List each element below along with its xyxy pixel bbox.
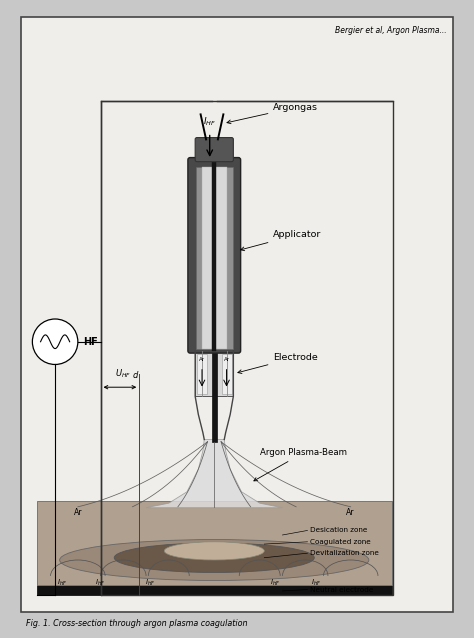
- Text: Neutral electrode: Neutral electrode: [310, 586, 373, 593]
- Ellipse shape: [164, 542, 264, 560]
- Text: Argongas: Argongas: [227, 103, 319, 124]
- Text: $I_{HF}$: $I_{HF}$: [95, 577, 106, 588]
- Bar: [212, 338, 217, 441]
- Text: $I_{HF}$: $I_{HF}$: [146, 577, 156, 588]
- Text: Ar: Ar: [224, 357, 229, 362]
- Text: $I_{HF}$: $I_{HF}$: [311, 577, 322, 588]
- Bar: [196, 167, 233, 348]
- Bar: [100, 101, 392, 595]
- Text: Argon Plasma-Beam: Argon Plasma-Beam: [254, 449, 347, 481]
- Text: Desication zone: Desication zone: [310, 528, 367, 533]
- Text: HF: HF: [83, 337, 98, 346]
- Text: $I_{HF}$: $I_{HF}$: [203, 115, 216, 128]
- Circle shape: [32, 319, 78, 364]
- Bar: [195, 351, 233, 396]
- Text: d: d: [133, 371, 138, 380]
- Text: Fig. 1. Cross-section through argon plasma coagulation: Fig. 1. Cross-section through argon plas…: [26, 619, 247, 628]
- Text: Applicator: Applicator: [241, 230, 322, 251]
- Bar: [37, 586, 392, 595]
- Bar: [202, 167, 227, 348]
- Bar: [212, 160, 216, 351]
- Text: $I_{HF}$: $I_{HF}$: [56, 577, 67, 588]
- FancyBboxPatch shape: [188, 158, 241, 353]
- Text: Ar: Ar: [346, 508, 355, 517]
- Bar: [221, 354, 231, 394]
- Text: Bergier et al, Argon Plasma...: Bergier et al, Argon Plasma...: [335, 26, 446, 34]
- Bar: [37, 501, 392, 586]
- Text: Coagulated zone: Coagulated zone: [310, 539, 371, 545]
- Text: Ar: Ar: [73, 508, 82, 517]
- Text: $I_{HF}$: $I_{HF}$: [270, 577, 281, 588]
- Text: Electrode: Electrode: [238, 353, 318, 373]
- Text: Ar: Ar: [199, 357, 205, 362]
- Ellipse shape: [60, 540, 369, 581]
- Text: $U_{HF}$: $U_{HF}$: [115, 368, 131, 380]
- Bar: [197, 354, 207, 394]
- Ellipse shape: [114, 543, 314, 572]
- FancyBboxPatch shape: [195, 138, 233, 161]
- Text: Devitalization zone: Devitalization zone: [310, 550, 379, 556]
- Polygon shape: [146, 440, 283, 508]
